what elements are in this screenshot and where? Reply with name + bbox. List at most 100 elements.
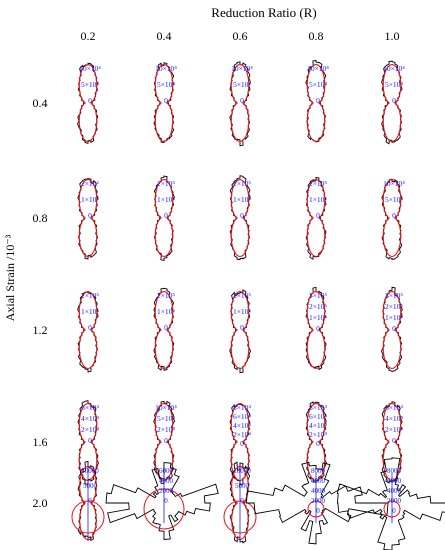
- radial-tick-label: 2×10⁴: [309, 430, 327, 439]
- radial-tick-label: 5×10⁴: [385, 195, 403, 204]
- fit-circle: [71, 500, 105, 534]
- rose-panel: 10×10⁴ 5×10⁴ 0: [381, 178, 405, 261]
- radial-tick-label: 0: [240, 96, 244, 105]
- row-label: 2.0: [33, 496, 48, 510]
- histogram-outline: [153, 175, 175, 261]
- radial-tick-label: 2×10⁵: [157, 291, 175, 300]
- rose-panel: 8000 6000 4000 2000 0: [245, 461, 389, 545]
- rose-panel: 3×10⁵ 2×10⁵ 1×10⁵ 0: [380, 286, 403, 373]
- histogram-outline: [305, 286, 327, 371]
- fit-curve: [78, 291, 98, 369]
- column-label: 0.6: [233, 29, 248, 43]
- radial-tick-label: 2000: [159, 487, 174, 495]
- radial-tick-label: 2×10⁵: [157, 179, 175, 188]
- radial-tick-label: 5×10⁴: [309, 80, 327, 89]
- radial-tick-label: 10000: [233, 467, 251, 475]
- radial-tick-label: 0: [240, 211, 244, 220]
- radial-tick-label: 6×10⁴: [233, 412, 251, 421]
- radial-tick-label: 0: [88, 211, 92, 220]
- radial-tick-label: 5000: [83, 482, 98, 490]
- radial-tick-label: 10×10⁴: [231, 64, 253, 73]
- fit-curve: [78, 64, 98, 142]
- panels: 10×10⁴5×10⁴010×10⁴5×10⁴010×10⁴5×10⁴010×1…: [71, 59, 445, 550]
- radial-tick-label: 0: [88, 323, 92, 332]
- radial-tick-label: 0: [392, 507, 396, 515]
- row-labels: 0.4 0.8 1.2 1.6 2.0: [33, 96, 48, 510]
- row-label: 0.4: [33, 96, 48, 110]
- radial-tick-label: 0: [164, 323, 168, 332]
- fit-circle: [223, 500, 257, 534]
- radial-tick-label: 5×10⁴: [157, 80, 175, 89]
- histogram-outline: [336, 457, 445, 550]
- radial-tick-label: 6000: [387, 477, 402, 485]
- radial-tick-label: 2×10⁵: [233, 179, 251, 188]
- rose-panel: 10000 5000 0: [71, 460, 105, 542]
- row-label: 0.8: [33, 211, 48, 225]
- radial-tick-label: 4000: [387, 487, 402, 495]
- rose-panel: 2×10⁵ 1×10⁵ 0: [305, 176, 327, 261]
- fit-curve: [306, 291, 326, 369]
- radial-tick-label: 4×10⁴: [309, 421, 327, 430]
- radial-tick-label: 8000: [387, 467, 402, 475]
- radial-tick-label: 2×10⁴: [157, 425, 175, 434]
- rose-panel: 2×10⁵ 1×10⁵ 0: [77, 177, 99, 260]
- radial-tick-label: 8000: [311, 467, 326, 475]
- fit-curve: [306, 64, 326, 142]
- radial-tick-label: 1×10⁵: [233, 307, 251, 316]
- histogram-outline: [77, 291, 99, 373]
- radial-tick-label: 2000: [311, 497, 326, 505]
- radial-tick-label: 0: [392, 436, 396, 445]
- rose-panel: 2×10⁵ 1×10⁵ 0: [153, 175, 175, 261]
- radial-tick-label: 0: [164, 211, 168, 220]
- radial-tick-label: 1×10⁵: [309, 313, 327, 322]
- radial-tick-label: 3×10⁵: [309, 291, 327, 300]
- radial-tick-label: 10000: [81, 467, 99, 475]
- row-label: 1.6: [33, 435, 48, 449]
- radial-tick-label: 2×10⁴: [233, 430, 251, 439]
- radial-tick-label: 6×10⁴: [385, 403, 403, 412]
- radial-tick-label: 1×10⁵: [157, 195, 175, 204]
- histogram-outline: [153, 62, 175, 144]
- radial-tick-label: 2×10⁵: [233, 291, 251, 300]
- rose-panel: 2×10⁵ 1×10⁵ 0: [229, 289, 251, 374]
- radial-tick-label: 1×10⁵: [157, 307, 175, 316]
- radial-tick-label: 4×10⁴: [385, 414, 403, 423]
- radial-tick-label: 10×10⁴: [155, 64, 177, 73]
- radial-tick-label: 0: [316, 507, 320, 515]
- radial-tick-label: 0: [88, 436, 92, 445]
- radial-tick-label: 5×10⁴: [385, 80, 403, 89]
- rose-panel: 2×10⁵ 1×10⁵ 0: [229, 175, 251, 261]
- radial-tick-label: 6000: [311, 477, 326, 485]
- radial-tick-label: 0: [240, 439, 244, 448]
- column-label: 0.2: [81, 29, 96, 43]
- fit-curve: [154, 179, 174, 257]
- radial-tick-label: 0: [240, 323, 244, 332]
- radial-tick-label: 2×10⁵: [385, 302, 403, 311]
- radial-tick-label: 5×10⁴: [157, 414, 175, 423]
- radial-tick-label: 0: [316, 324, 320, 333]
- radial-tick-label: 0: [164, 96, 168, 105]
- fit-curve: [230, 64, 250, 142]
- radial-tick-label: 0: [316, 96, 320, 105]
- radial-tick-label: 5×10⁴: [233, 80, 251, 89]
- radial-tick-label: 0: [164, 497, 168, 505]
- rose-panel: 2×10⁵ 1×10⁵ 0: [77, 291, 99, 373]
- radial-tick-label: 0: [88, 497, 92, 505]
- radial-tick-label: 2000: [387, 497, 402, 505]
- fit-curve: [154, 291, 174, 369]
- radial-tick-label: 2×10⁵: [309, 179, 327, 188]
- radial-tick-label: 5000: [235, 482, 250, 490]
- rose-panel: 10×10⁴ 5×10⁴ 0: [229, 61, 253, 147]
- fit-curve: [382, 179, 402, 257]
- column-label: 0.8: [309, 29, 324, 43]
- radial-tick-label: 0: [240, 497, 244, 505]
- fit-curve: [230, 179, 250, 257]
- column-labels: 0.2 0.4 0.6 0.8 1.0: [81, 29, 400, 43]
- radial-tick-label: 1×10⁵: [81, 195, 99, 204]
- rose-panel: 10×10⁴ 5×10⁴ 0: [305, 59, 329, 143]
- rose-panel: 8000 6000 4000 2000 0: [336, 457, 445, 550]
- radial-tick-label: 4000: [311, 487, 326, 495]
- rose-panel: 2×10⁵ 1×10⁵ 0: [153, 287, 175, 371]
- histogram-outline: [77, 62, 99, 144]
